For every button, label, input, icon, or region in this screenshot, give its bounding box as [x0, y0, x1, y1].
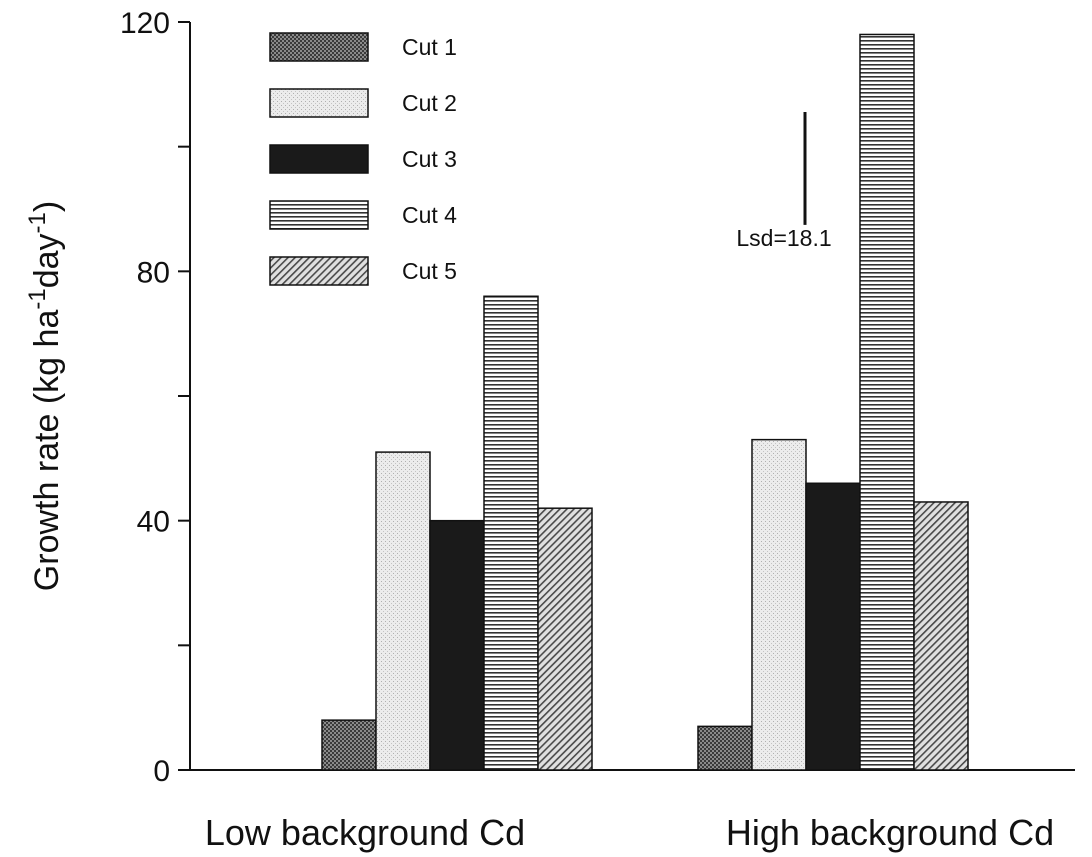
x-axis-labels: Low background Cd High background Cd: [205, 812, 1054, 853]
legend-swatch: [269, 32, 369, 62]
legend-label: Cut 1: [402, 34, 457, 60]
bar: [537, 507, 593, 771]
bar: [913, 501, 969, 771]
legend-swatch: [269, 88, 369, 118]
x-tick-label: Low background Cd: [205, 812, 525, 853]
x-tick-label: High background Cd: [726, 812, 1054, 853]
bar: [429, 519, 485, 771]
bar: [321, 719, 377, 771]
bar: [483, 295, 539, 771]
y-axis-ticks: 0 40 80 120: [120, 7, 190, 788]
legend-swatch: [269, 256, 369, 286]
bar: [859, 33, 915, 771]
bar-group: [321, 33, 969, 771]
legend-label: Cut 5: [402, 258, 457, 284]
legend-swatch: [269, 144, 369, 174]
legend-label: Cut 3: [402, 146, 457, 172]
legend-label: Cut 2: [402, 90, 457, 116]
bar: [751, 438, 807, 771]
legend-swatch: [269, 200, 369, 230]
bar: [805, 482, 861, 771]
lsd-label: Lsd=18.1: [736, 225, 831, 251]
legend-label: Cut 4: [402, 202, 457, 228]
bar: [697, 725, 753, 771]
y-tick-label: 80: [137, 256, 170, 289]
y-tick-label: 120: [120, 7, 170, 40]
y-tick-label: 40: [137, 506, 170, 539]
bar: [375, 451, 431, 771]
legend: Cut 1 Cut 2 Cut 3 Cut 4 Cut 5: [269, 32, 457, 286]
y-axis-label: Growth rate (kg ha-1day-1): [24, 201, 66, 591]
y-tick-label: 0: [153, 755, 170, 788]
